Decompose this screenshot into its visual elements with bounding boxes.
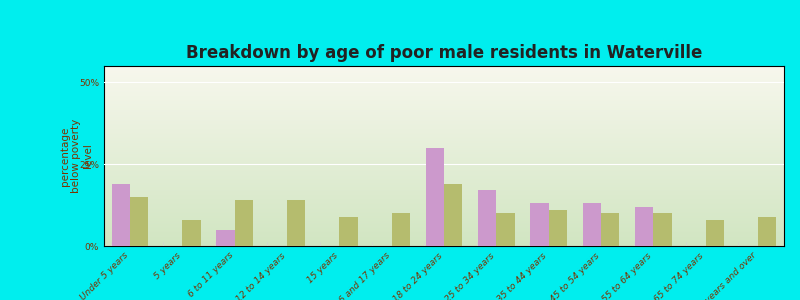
Bar — [496, 213, 514, 246]
Bar — [478, 190, 496, 246]
Bar — [234, 200, 253, 246]
Bar — [549, 210, 567, 246]
Bar — [601, 213, 619, 246]
Bar — [758, 217, 776, 246]
Bar — [654, 213, 671, 246]
Y-axis label: percentage
below poverty
level: percentage below poverty level — [60, 119, 93, 193]
Bar — [635, 207, 654, 246]
Bar — [182, 220, 201, 246]
Bar — [130, 197, 149, 246]
Bar — [287, 200, 306, 246]
Title: Breakdown by age of poor male residents in Waterville: Breakdown by age of poor male residents … — [186, 44, 702, 62]
Bar — [582, 203, 601, 246]
Bar — [444, 184, 462, 246]
Bar — [112, 184, 130, 246]
Bar — [217, 230, 234, 246]
Bar — [706, 220, 724, 246]
Bar — [392, 213, 410, 246]
Bar — [426, 148, 444, 246]
Bar — [530, 203, 549, 246]
Bar — [339, 217, 358, 246]
